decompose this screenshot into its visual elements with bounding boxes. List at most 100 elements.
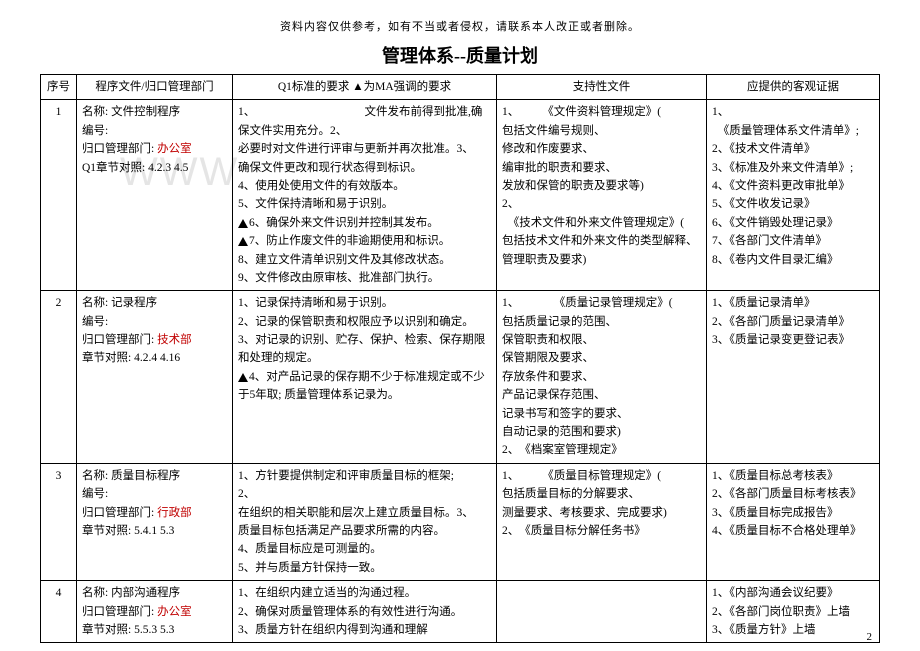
dept: 办公室	[157, 143, 192, 155]
evi-line: 1、《质量记录清单》	[712, 297, 816, 309]
req-cell: 1、记录保持清晰和易于识别。 2、记录的保管职责和权限应予以识别和确定。 3、对…	[233, 291, 497, 464]
req-cell: 1、 文件发布前得到批准,确保文件实用充分。2、 必要时对文件进行评审与更新并再…	[233, 100, 497, 291]
value: 5.5.3 5.3	[134, 624, 174, 636]
value: 质量目标程序	[111, 470, 180, 482]
label: Q1章节对照:	[82, 162, 145, 174]
sup-line: 记录书写和签字的要求、	[502, 408, 629, 420]
sup-cell: 1、 《质量目标管理规定》( 包括质量目标的分解要求、 测量要求、考核要求、完成…	[497, 463, 707, 580]
table-row: 3 名称: 质量目标程序 编号: 归口管理部门: 行政部 章节对照: 5.4.1…	[41, 463, 880, 580]
evi-line: 2、《各部门质量记录清单》	[712, 316, 850, 328]
req-line: 质量目标包括满足产品要求所需的内容。	[238, 525, 445, 537]
evi-line: 《质量管理体系文件清单》;	[712, 125, 859, 137]
label: 归口管理部门:	[82, 606, 154, 618]
evi-line: 5、《文件收发记录》	[712, 198, 816, 210]
label: 归口管理部门:	[82, 507, 154, 519]
evi-line: 8、《卷内文件目录汇编》	[712, 254, 839, 266]
req-line: 确保文件更改和现行状态得到标识。	[238, 162, 422, 174]
sup-cell: 1、 《文件资料管理规定》( 包括文件编号规则、 修改和作废要求、 编审批的职责…	[497, 100, 707, 291]
req-line: 4、质量目标应是可测量的。	[238, 543, 382, 555]
triangle-icon	[238, 237, 248, 246]
req-line: 5、文件保持清晰和易于识别。	[238, 198, 393, 210]
req-line: 4、使用处使用文件的有效版本。	[238, 180, 405, 192]
label: 章节对照:	[82, 525, 131, 537]
label: 归口管理部门:	[82, 143, 154, 155]
evi-line: 1、《内部沟通会议纪要》	[712, 587, 839, 599]
sup-line: 2、	[502, 198, 519, 210]
sup-cell	[497, 581, 707, 643]
evi-cell: 1、 《质量管理体系文件清单》; 2、《技术文件清单》 3、《标准及外来文件清单…	[707, 100, 880, 291]
label: 名称:	[82, 297, 108, 309]
table-row: 4 名称: 内部沟通程序 归口管理部门: 办公室 章节对照: 5.5.3 5.3…	[41, 581, 880, 643]
sup-line: 存放条件和要求、	[502, 371, 594, 383]
dept: 行政部	[157, 507, 192, 519]
value: 4.2.4 4.16	[134, 352, 180, 364]
table-row: 2 名称: 记录程序 编号: 归口管理部门: 技术部 章节对照: 4.2.4 4…	[41, 291, 880, 464]
req-line: 1、记录保持清晰和易于识别。	[238, 297, 393, 309]
sup-line: 包括文件编号规则、	[502, 125, 606, 137]
value: 4.2.3 4.5	[148, 162, 188, 174]
sup-line: 1、 《质量记录管理规定》(	[502, 297, 673, 309]
sup-line: 发放和保管的职责及要求等)	[502, 180, 644, 192]
req-line: 5、并与质量方针保持一致。	[238, 562, 382, 574]
disclaimer-text: 资料内容仅供参考，如有不当或者侵权，请联系本人改正或者删除。	[40, 18, 880, 34]
evi-line: 1、《质量目标总考核表》	[712, 470, 839, 482]
sup-line: 包括技术文件和外来文件的类型解释、管理职责及要求)	[502, 235, 698, 265]
page-title: 管理体系--质量计划	[40, 42, 880, 68]
req-line: 6、确保外来文件识别并控制其发布。	[249, 217, 439, 229]
label: 编号:	[82, 488, 108, 500]
req-line: 1、 文件发布前得到批准,确保文件实用充分。2、	[238, 106, 482, 136]
label: 编号:	[82, 316, 108, 328]
sup-line: 1、 《文件资料管理规定》(	[502, 106, 661, 118]
evi-line: 3、《质量方针》上墙	[712, 624, 816, 636]
req-line: 3、质量方针在组织内得到沟通和理解	[238, 624, 428, 636]
value: 文件控制程序	[111, 106, 180, 118]
triangle-icon	[238, 219, 248, 228]
evi-line: 4、《文件资料更改审批单》	[712, 180, 850, 192]
label: 名称:	[82, 587, 108, 599]
seq-cell: 2	[41, 291, 77, 464]
header-seq: 序号	[41, 75, 77, 100]
label: 章节对照:	[82, 352, 131, 364]
evi-line: 2、《技术文件清单》	[712, 143, 816, 155]
evi-line: 4、《质量目标不合格处理单》	[712, 525, 862, 537]
sup-line: 保管期限及要求、	[502, 352, 594, 364]
evi-line: 6、《文件销毁处理记录》	[712, 217, 839, 229]
header-prog: 程序文件/归口管理部门	[77, 75, 233, 100]
seq-cell: 1	[41, 100, 77, 291]
req-line: 8、建立文件清单识别文件及其修改状态。	[238, 254, 451, 266]
header-req: Q1标准的要求 ▲为MA强调的要求	[233, 75, 497, 100]
sup-line: 自动记录的范围和要求)	[502, 426, 621, 438]
sup-line: 测量要求、考核要求、完成要求)	[502, 507, 667, 519]
evi-line: 3、《质量记录变更登记表》	[712, 334, 850, 346]
value: 记录程序	[111, 297, 157, 309]
evi-line: 3、《质量目标完成报告》	[712, 507, 839, 519]
value: 内部沟通程序	[111, 587, 180, 599]
sup-line: 《技术文件和外来文件管理规定》(	[502, 217, 684, 229]
header-evi: 应提供的客观证据	[707, 75, 880, 100]
sup-line: 修改和作废要求、	[502, 143, 594, 155]
value: 5.4.1 5.3	[134, 525, 174, 537]
label: 编号:	[82, 125, 108, 137]
evi-line: 2、《各部门质量目标考核表》	[712, 488, 862, 500]
sup-line: 包括质量记录的范围、	[502, 316, 617, 328]
req-line: 必要时对文件进行评审与更新并再次批准。3、	[238, 143, 474, 155]
label: 名称:	[82, 470, 108, 482]
evi-line: 7、《各部门文件清单》	[712, 235, 827, 247]
req-line: 1、方针要提供制定和评审质量目标的框架;	[238, 470, 454, 482]
triangle-icon	[238, 373, 248, 382]
quality-plan-table: 序号 程序文件/归口管理部门 Q1标准的要求 ▲为MA强调的要求 支持性文件 应…	[40, 74, 880, 643]
label: 名称:	[82, 106, 108, 118]
prog-cell: 名称: 文件控制程序 编号: 归口管理部门: 办公室 Q1章节对照: 4.2.3…	[77, 100, 233, 291]
sup-line: 保管职责和权限、	[502, 334, 594, 346]
evi-cell: 1、《内部沟通会议纪要》 2、《各部门岗位职责》上墙 3、《质量方针》上墙	[707, 581, 880, 643]
evi-cell: 1、《质量目标总考核表》 2、《各部门质量目标考核表》 3、《质量目标完成报告》…	[707, 463, 880, 580]
seq-cell: 3	[41, 463, 77, 580]
sup-line: 产品记录保存范围、	[502, 389, 606, 401]
evi-line: 3、《标准及外来文件清单》;	[712, 162, 853, 174]
header-sup: 支持性文件	[497, 75, 707, 100]
req-line: 2、记录的保管职责和权限应予以识别和确定。	[238, 316, 474, 328]
seq-cell: 4	[41, 581, 77, 643]
sup-line: 编审批的职责和要求、	[502, 162, 617, 174]
req-cell: 1、在组织内建立适当的沟通过程。 2、确保对质量管理体系的有效性进行沟通。 3、…	[233, 581, 497, 643]
prog-cell: 名称: 记录程序 编号: 归口管理部门: 技术部 章节对照: 4.2.4 4.1…	[77, 291, 233, 464]
